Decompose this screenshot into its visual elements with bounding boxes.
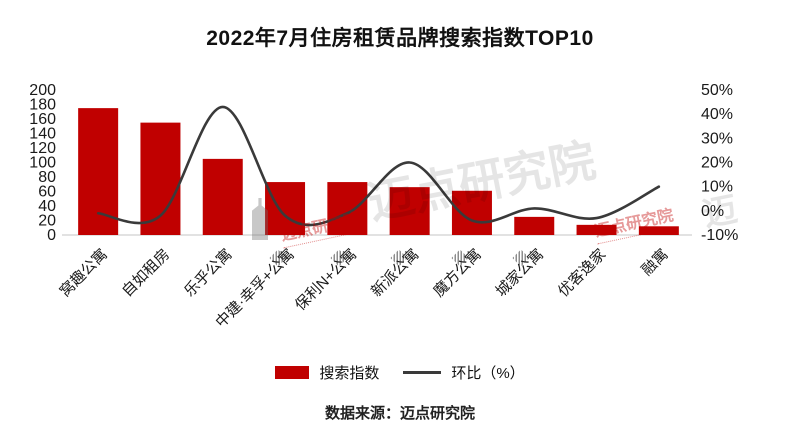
legend-line-label: 环比（%）: [451, 364, 525, 382]
category-label-窝趣公寓: 窝趣公寓: [56, 245, 111, 300]
axis-tick-label: 50%: [701, 82, 733, 99]
data-source-caption: 数据来源：迈点研究院: [324, 405, 475, 422]
axis-tick-label: 60: [38, 184, 56, 201]
chart-title: 2022年7月住房租赁品牌搜索指数TOP10: [206, 27, 594, 50]
category-label-乐乎公寓: 乐乎公寓: [180, 245, 235, 300]
axis-tick-label: 30%: [701, 130, 733, 147]
category-label-优客逸家: 优客逸家: [555, 246, 609, 300]
category-label-新派公寓: 新派公寓: [367, 245, 422, 300]
axis-tick-label: 80: [38, 169, 56, 186]
axis-tick-label: 40%: [701, 106, 733, 123]
bar-魔方公寓: [451, 190, 492, 235]
legend-line-swatch: [403, 370, 442, 374]
bar-优客逸家: [576, 224, 617, 235]
legend: 搜索指数 环比（%）: [0, 360, 800, 384]
mom-change-line: [96, 105, 661, 227]
bar-新派公寓: [389, 187, 430, 235]
bar-自如租房: [140, 122, 181, 235]
bar-融寓: [638, 226, 679, 235]
axis-tick-label: 0: [47, 227, 56, 244]
axis-tick-label: -10%: [701, 227, 738, 244]
axis-tick-label: 200: [29, 82, 56, 99]
axis-tick-label: 160: [29, 111, 56, 128]
axis-tick-label: 140: [29, 126, 56, 143]
legend-bar-swatch: [275, 365, 310, 379]
category-label-魔方公寓: 魔方公寓: [430, 245, 485, 300]
category-label-融寓: 融寓: [638, 245, 672, 279]
category-label-城家公寓: 城家公寓: [492, 245, 547, 300]
axis-tick-label: 0%: [701, 203, 724, 220]
bar-保利N+公寓: [327, 182, 368, 235]
axis-tick-label: 20%: [701, 155, 733, 172]
axis-tick-label: 10%: [701, 179, 733, 196]
bar-乐乎公寓: [202, 158, 243, 235]
bar-中建·幸孚+公寓: [265, 182, 306, 235]
axis-tick-label: 40: [38, 198, 56, 215]
axis-tick-label: 20: [38, 213, 56, 230]
axis-tick-label: 120: [29, 140, 56, 157]
legend-bar-label: 搜索指数: [319, 364, 380, 382]
axis-tick-label: 100: [29, 155, 56, 172]
bar-城家公寓: [514, 216, 555, 235]
category-label-保利N+公寓: 保利N+公寓: [291, 245, 360, 314]
category-label-自如租房: 自如租房: [119, 246, 173, 300]
axis-tick-label: 180: [29, 97, 56, 114]
